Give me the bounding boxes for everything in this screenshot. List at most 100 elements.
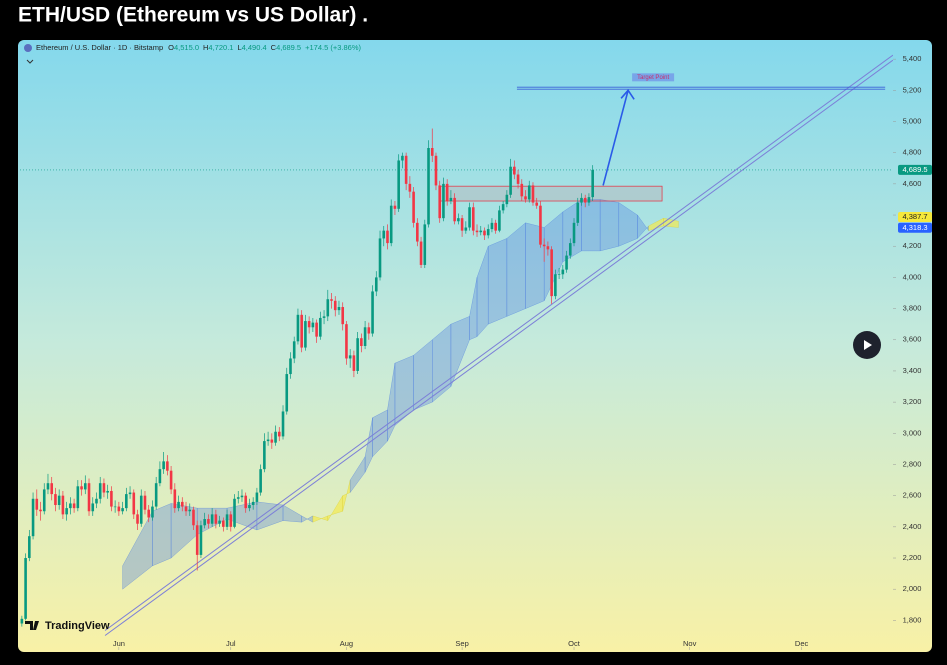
y-tick-label: 5,200 [903,85,922,94]
candle-body [300,314,303,348]
legend-value: 4,515.0 [174,43,199,52]
candle-body [296,314,300,342]
candle-body [225,514,229,527]
candle-body [360,338,363,346]
candle-body [203,519,206,526]
cloud-segment [152,503,172,567]
candle-body [468,207,471,228]
candle-body [352,355,356,371]
candle-body [397,160,400,209]
candle-body [188,509,192,512]
legend-symbol: Ethereum / U.S. Dollar · 1D · Bitstamp [36,43,163,52]
price-label: 4,689.5 [902,165,927,174]
y-tick-label: 5,400 [903,54,922,63]
candle-body [539,205,542,245]
candle-body [393,205,397,209]
candle-body [76,486,80,509]
candle-body [513,166,516,175]
price-label: 4,318.3 [902,223,927,232]
y-tick-label: 4,600 [903,179,922,188]
x-tick-label: Jun [113,639,125,648]
candle-body [28,536,31,559]
candle-body [266,439,270,442]
candle-body [404,155,408,184]
candle-body [39,509,42,512]
candle-body [274,431,277,443]
candle-body [341,307,345,325]
candle-body [102,483,106,493]
candle-body [57,495,61,506]
price-label-box [898,222,932,233]
y-tick-label: 3,000 [903,428,922,437]
candle-body [401,155,404,161]
target-label-box [632,73,675,82]
candle-body [139,495,143,524]
y-tick-label: 4,200 [903,241,922,250]
candle-body [516,174,520,184]
candle-body [557,274,561,275]
legend-change: +174.5 (+3.86%) [305,43,361,52]
candle-body [568,243,572,256]
candle-body [222,520,225,527]
candle-body [91,503,95,512]
candle-body [490,222,494,230]
page-title: ETH/USD (Ethereum vs US Dollar) . [18,4,368,27]
candle-body [527,185,531,200]
candle-body [263,441,266,470]
brand-name: TradingView [45,620,110,632]
candle-body [434,155,438,186]
candle-body [416,222,419,242]
candle-body [382,230,386,239]
candle-body [173,489,177,509]
candle-body [330,299,333,301]
brand-icon [25,621,39,630]
candle-body [166,461,169,471]
symbol-icon [24,44,32,52]
candle-body [483,230,486,236]
play-icon[interactable] [864,340,872,350]
candle-body [61,495,65,515]
candle-body [561,269,565,275]
candle-body [554,274,557,297]
candle-body [65,508,68,515]
candle-body [20,618,24,624]
y-tick-label: 2,400 [903,522,922,531]
candle-body [453,197,456,222]
x-tick-label: Nov [683,639,697,648]
candle-body [304,321,307,348]
candle-body [386,230,389,244]
candle-body [154,483,158,507]
y-tick-label: 2,600 [903,491,922,500]
candle-body [322,316,326,318]
candle-body [270,439,274,443]
candle-body [158,469,162,484]
candle-body [281,411,285,437]
candle-body [412,191,415,223]
candle-body [591,169,594,198]
candle-body [151,506,154,518]
candle-body [289,358,292,375]
legend: Ethereum / U.S. Dollar · 1D · Bitstamp O4… [36,43,361,52]
candle-body [143,495,147,510]
candle-body [285,374,289,412]
candle-body [50,483,54,495]
candle-body [24,558,27,619]
arrow-head [620,89,635,100]
candle-body [54,494,57,506]
play-button[interactable] [853,331,881,359]
y-tick-label: 2,200 [903,553,922,562]
candle-body [207,519,210,524]
cloud-segment [506,222,526,317]
resistance-zone [439,185,663,202]
candle-body [408,183,412,192]
candle-body [479,230,483,233]
candle-body [229,514,233,527]
candle-body [442,183,445,219]
candle-body [419,241,423,265]
candle-body [449,197,453,202]
candle-body [177,501,180,509]
candle-body [169,470,173,490]
candle-body [311,322,315,328]
candle-body [240,495,244,498]
candle-body [438,185,442,219]
